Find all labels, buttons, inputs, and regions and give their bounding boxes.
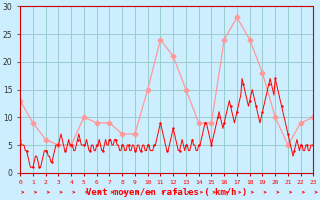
X-axis label: Vent moyen/en rafales ( km/h ): Vent moyen/en rafales ( km/h ) bbox=[86, 188, 247, 197]
